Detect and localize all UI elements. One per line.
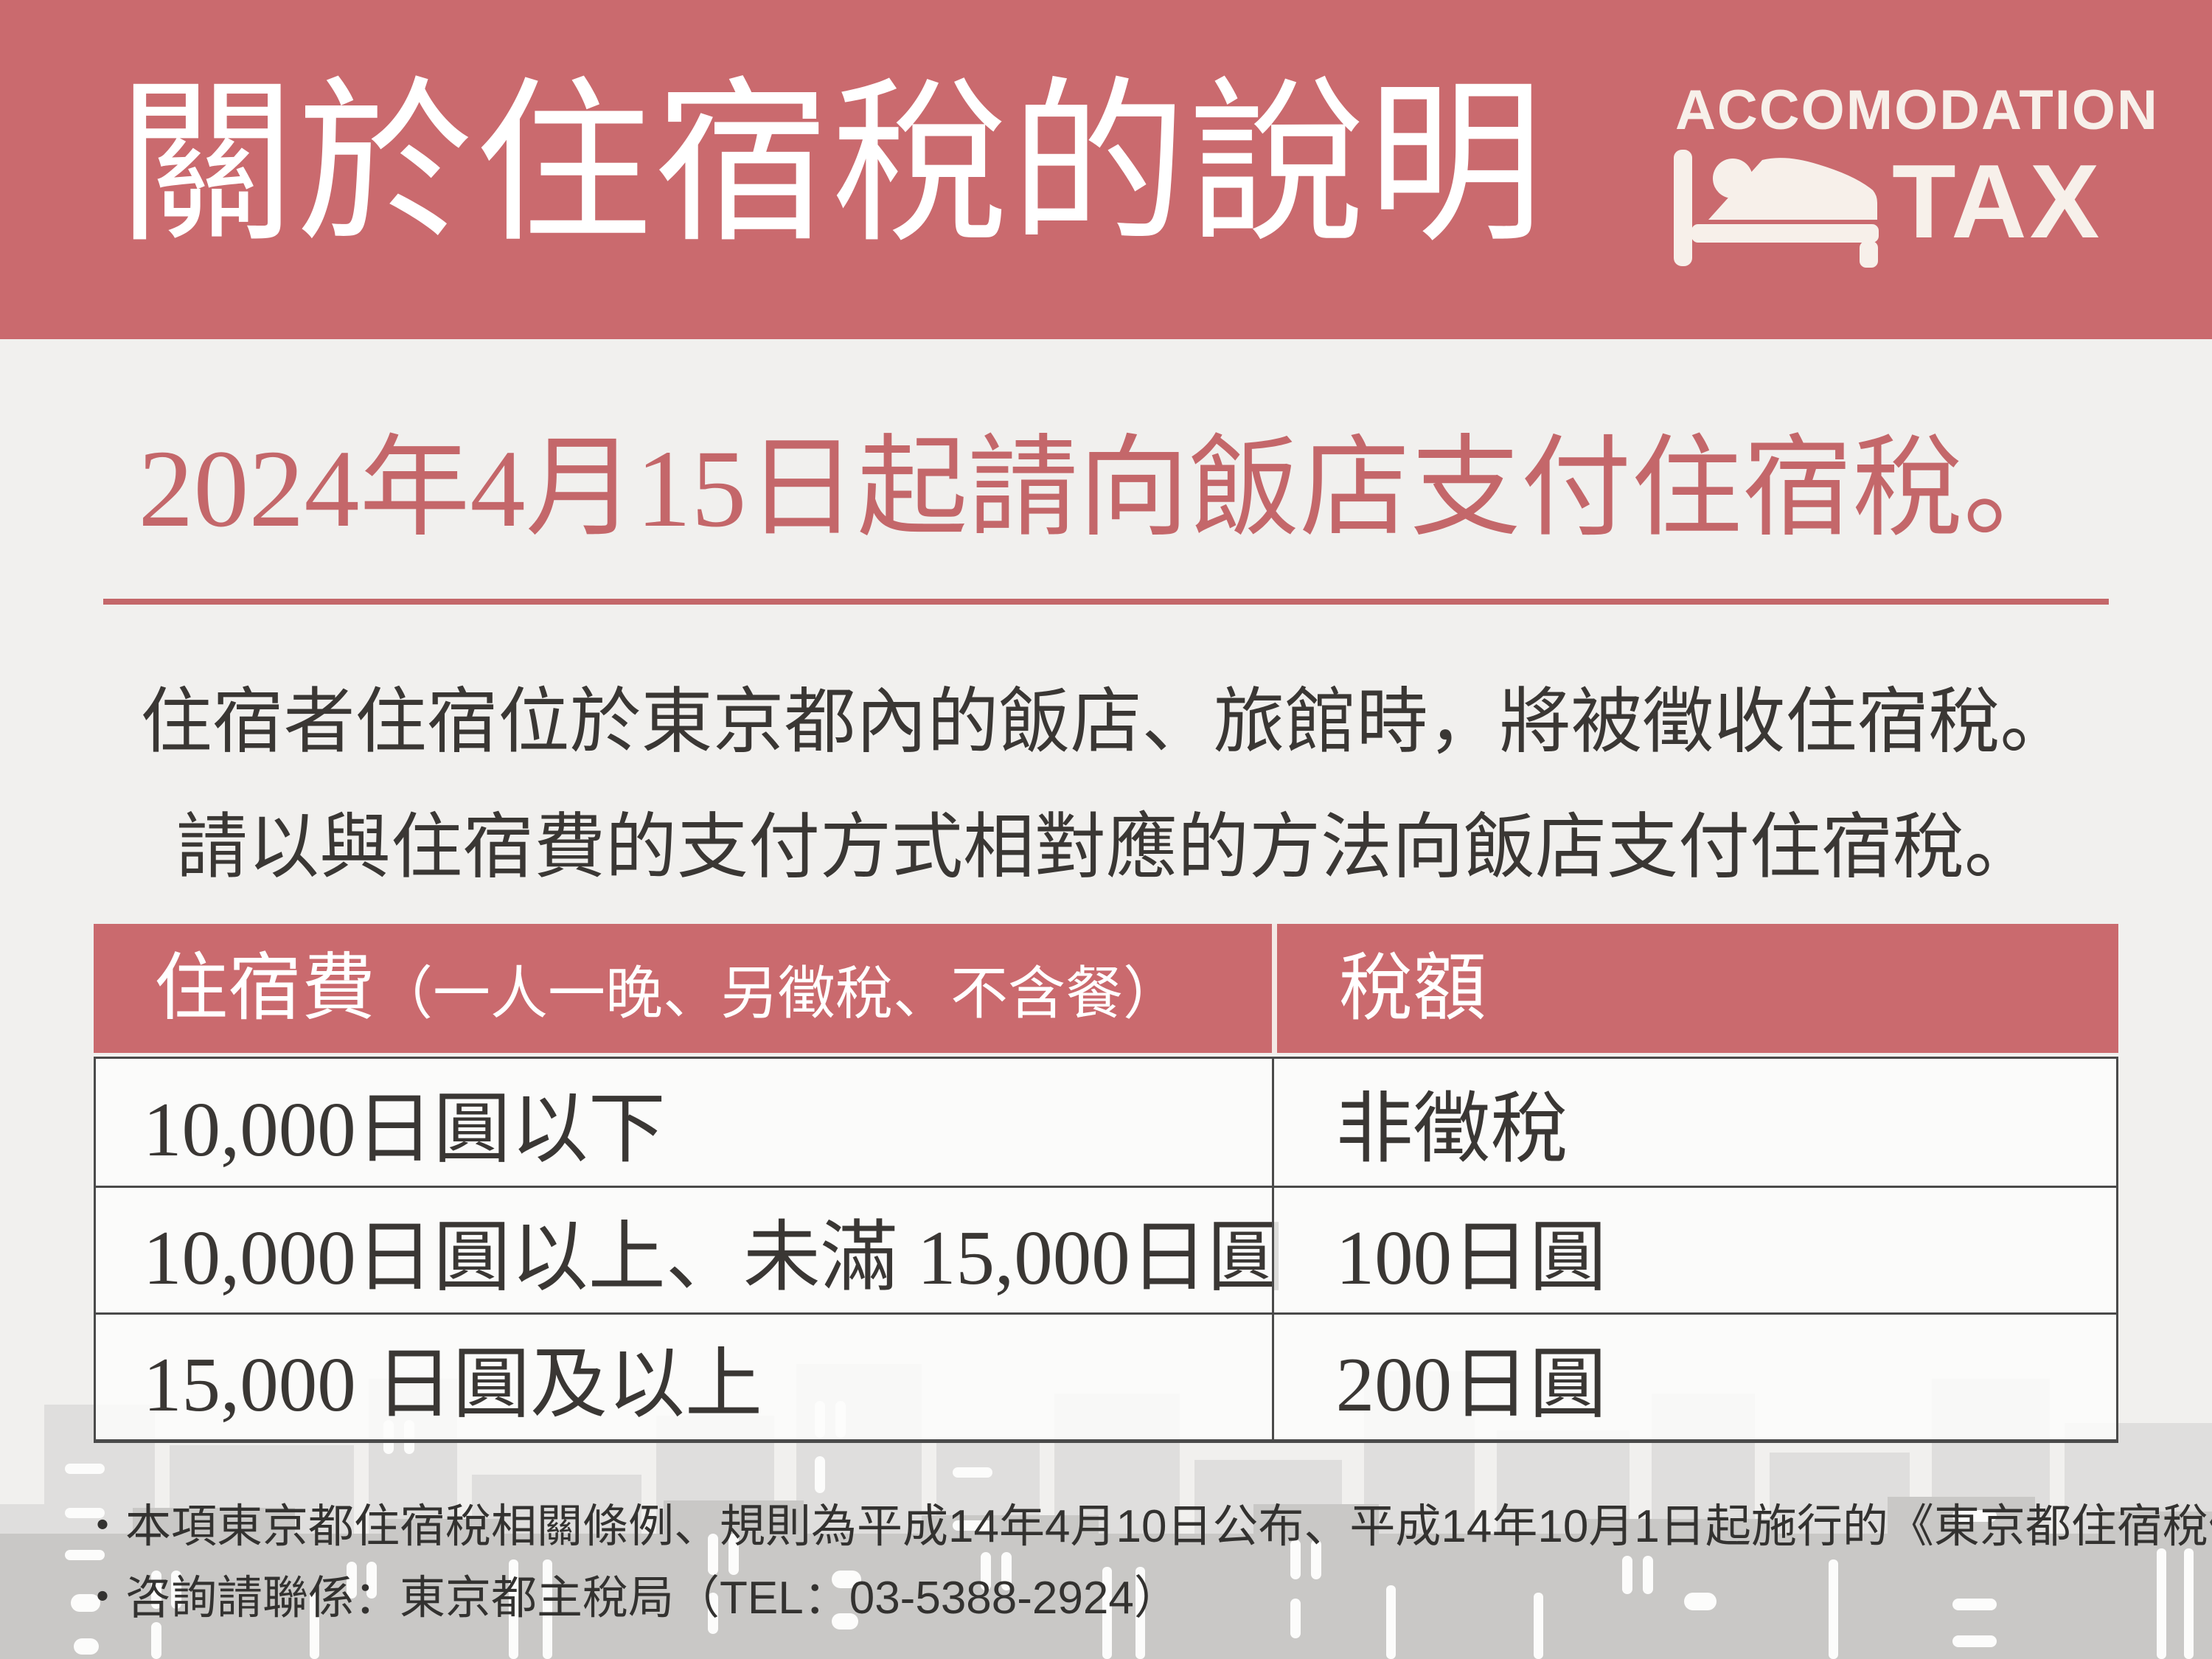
effective-date-subtitle: 2024年4月15日起請向飯店支付住宿稅。 — [138, 428, 2074, 550]
table-header-row: 住宿費 （一人一晚、另徵稅、不含餐） 稅額 — [94, 924, 2118, 1053]
fee-cell: 10,000日圓以下 — [96, 1059, 1272, 1186]
footnote-contact: ・咨詢請聯係：東京都主稅局（TEL：03-5388-2924） — [80, 1573, 1180, 1624]
footnotes: ・本項東京都住宿稅相關條例、規則為平成14年4月10日公布、平成14年10月1日… — [80, 1491, 2212, 1634]
fee-cell: 10,000日圓以上、未滿 15,000日圓 — [96, 1188, 1285, 1312]
header-band: 關於住宿稅的說明 ACCOMODATION TAX — [0, 0, 2212, 339]
bed-icon — [1674, 150, 1880, 268]
table-row: 10,000日圓以下 非徵稅 — [96, 1059, 2116, 1186]
table-row: 10,000日圓以上、未滿 15,000日圓 100日圓 — [96, 1186, 2116, 1312]
bullet: ・ — [80, 1573, 126, 1624]
fee-header-main: 住宿費 — [154, 947, 375, 1029]
footnote-ordinance: ・本項東京都住宿稅相關條例、規則為平成14年4月10日公布、平成14年10月1日… — [80, 1501, 2212, 1552]
intro-line-2: 請以與住宿費的支付方式相對應的方法向飯店支付住宿稅。 — [176, 808, 2036, 887]
tax-column-header: 稅額 — [1272, 924, 2118, 1053]
accommodation-label: ACCOMODATION — [1675, 79, 2159, 142]
intro-line-1: 住宿者住宿位於東京都內的飯店、旅館時，將被徵收住宿稅。 — [140, 683, 2072, 762]
fee-column-header: 住宿費 （一人一晚、另徵稅、不含餐） — [94, 947, 1272, 1029]
fee-header-note: （一人一晚、另徵稅、不含餐） — [375, 961, 1181, 1026]
intro-paragraph: 住宿者住宿位於東京都內的飯店、旅館時，將被徵收住宿稅。 請以與住宿費的支付方式相… — [0, 660, 2212, 911]
red-divider — [103, 599, 2109, 605]
table-body: 10,000日圓以下 非徵稅 10,000日圓以上、未滿 15,000日圓 10… — [94, 1057, 2118, 1443]
tax-cell: 100日圓 — [1271, 1188, 2116, 1312]
tax-label: TAX — [1892, 143, 2103, 260]
table-row: 15,000 日圓及以上 200日圓 — [96, 1312, 2116, 1439]
tax-cell: 200日圓 — [1271, 1315, 2116, 1439]
fee-cell: 15,000 日圓及以上 — [96, 1315, 1272, 1439]
bullet: ・ — [80, 1501, 126, 1552]
tax-header-label: 稅額 — [1339, 947, 1487, 1029]
tax-rate-table: 住宿費 （一人一晚、另徵稅、不含餐） 稅額 10,000日圓以下 非徵稅 10,0… — [94, 924, 2118, 1443]
page-title: 關於住宿稅的說明 — [118, 67, 1546, 263]
tax-cell: 非徵稅 — [1271, 1059, 2116, 1186]
